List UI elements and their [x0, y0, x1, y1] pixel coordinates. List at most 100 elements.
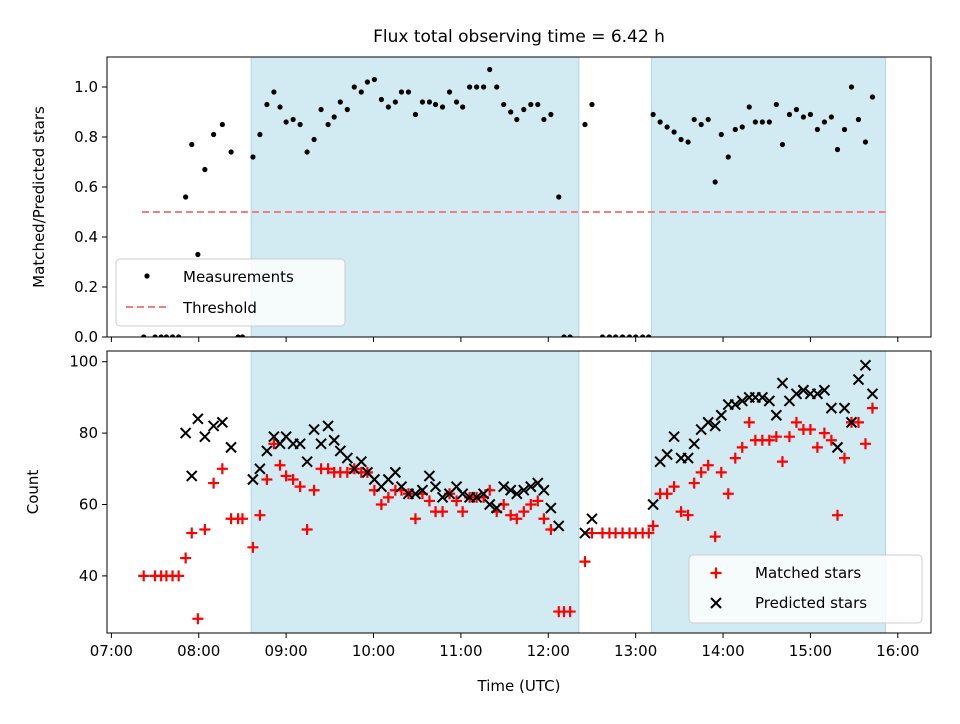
- measurement-point: [152, 334, 158, 337]
- top-shaded-span: [651, 57, 886, 337]
- matched-star-marker: [236, 513, 248, 525]
- matched-star-marker: [709, 531, 721, 543]
- measurement-point: [548, 111, 554, 118]
- measurement-point: [725, 154, 731, 160]
- predicted-star-marker: [511, 488, 523, 500]
- measurement-point: [814, 126, 821, 133]
- matched-star-marker: [180, 552, 192, 564]
- legend-measurements-label: Measurements: [183, 268, 294, 286]
- legend-predicted-marker: [710, 597, 722, 609]
- measurement-point: [304, 149, 310, 155]
- top-plot-area: [141, 66, 886, 337]
- measurement-point: [535, 101, 541, 108]
- matched-star-marker: [729, 452, 741, 464]
- matched-star-marker: [695, 466, 707, 478]
- top-panel: 0.0 0.2 0.4 0.6 0.8 1.0 Measurements Threshold: [74, 56, 932, 346]
- measurement-point: [828, 114, 834, 120]
- measurement-point: [599, 334, 606, 337]
- measurement-point: [779, 141, 786, 148]
- measurement-point: [412, 111, 419, 118]
- top-y-tick-label: 0.6: [74, 178, 98, 196]
- measurement-point: [419, 99, 426, 105]
- measurement-point: [606, 334, 613, 337]
- matched-star-marker: [647, 520, 659, 532]
- predicted-star-marker: [831, 441, 844, 454]
- bottom-panel: 40 60 80 100 07:00 08:00 09:00 10:00 11:00 12:00 1…: [69, 350, 932, 660]
- legend-matched-label: Matched stars: [755, 564, 861, 582]
- predicted-star-marker: [518, 484, 530, 496]
- measurement-point: [664, 124, 670, 130]
- measurement-point: [257, 131, 263, 138]
- matched-star-marker: [661, 488, 673, 500]
- predicted-star-marker: [216, 416, 229, 429]
- measurement-point: [732, 126, 738, 133]
- predicted-star-marker: [736, 395, 748, 407]
- bottom-y-tick-label: 100: [69, 353, 98, 371]
- measurement-point: [176, 334, 182, 337]
- measurement-point: [855, 116, 862, 123]
- measurement-point: [290, 116, 296, 123]
- top-legend-box: [115, 258, 346, 327]
- predicted-star-marker: [436, 491, 449, 504]
- measurement-point: [800, 114, 807, 120]
- predicted-star-marker: [498, 480, 510, 493]
- x-tick-label: 09:00: [265, 642, 308, 660]
- matched-star-marker: [811, 441, 823, 453]
- measurement-point: [793, 106, 800, 113]
- measurement-point: [786, 111, 793, 118]
- predicted-star-marker: [456, 488, 469, 500]
- measurement-point: [718, 131, 724, 138]
- measurement-point: [158, 334, 164, 337]
- predicted-star-marker: [859, 359, 872, 371]
- predicted-star-marker: [790, 388, 803, 400]
- measurement-point: [528, 101, 534, 108]
- matched-star-marker: [261, 474, 273, 486]
- measurement-point: [446, 89, 453, 95]
- matched-star-marker: [579, 556, 591, 568]
- predicted-star-marker: [207, 420, 220, 432]
- measurement-point: [691, 116, 697, 123]
- matched-star-marker: [682, 509, 694, 521]
- predicted-star-marker: [688, 438, 700, 450]
- x-tick-label: 07:00: [90, 642, 133, 660]
- measurement-point: [228, 149, 234, 155]
- measurement-point: [773, 101, 779, 108]
- measurement-point: [439, 104, 446, 110]
- x-tick-label: 08:00: [177, 642, 220, 660]
- matched-star-marker: [423, 495, 435, 507]
- measurement-point: [567, 334, 573, 337]
- x-tick-label: 14:00: [701, 642, 744, 660]
- matched-star-marker: [832, 509, 844, 521]
- measurement-point: [521, 106, 527, 113]
- measurement-point: [183, 194, 189, 200]
- matched-star-marker: [268, 438, 280, 450]
- measurement-point: [541, 116, 547, 123]
- legend-measurement-marker: [144, 273, 150, 279]
- measurement-point: [331, 114, 337, 120]
- predicted-star-marker: [818, 384, 831, 396]
- top-y-tick-label: 0.0: [74, 328, 98, 346]
- measurement-point: [283, 119, 289, 125]
- measurement-point: [189, 141, 195, 148]
- x-tick-label: 13:00: [614, 642, 657, 660]
- measurement-point: [235, 334, 241, 337]
- matched-star-marker: [736, 441, 748, 453]
- measurement-point: [392, 99, 398, 105]
- measurement-point: [358, 89, 364, 95]
- measurement-point: [612, 334, 619, 337]
- predicted-star-marker: [254, 463, 266, 475]
- x-tick-label: 11:00: [439, 642, 482, 660]
- predicted-star-marker: [192, 413, 204, 425]
- legend-threshold-label: Threshold: [182, 299, 257, 317]
- measurement-point: [862, 139, 869, 145]
- predicted-star-marker: [416, 484, 429, 496]
- measurement-point: [841, 126, 848, 133]
- measurement-point: [337, 99, 343, 105]
- matched-star-marker: [763, 434, 775, 446]
- predicted-star-marker: [179, 427, 192, 439]
- predicted-star-marker: [715, 409, 727, 421]
- predicted-star-marker: [545, 502, 557, 514]
- matched-star-marker: [186, 527, 198, 539]
- bottom-legend-box: [688, 554, 923, 624]
- predicted-star-marker: [225, 441, 237, 454]
